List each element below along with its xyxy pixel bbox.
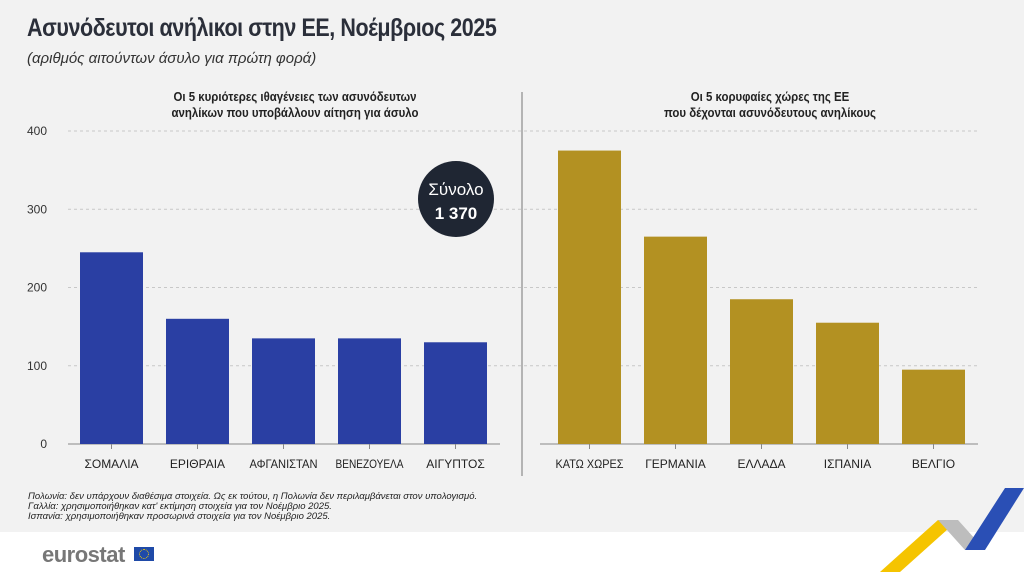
- y-tick-label: 100: [27, 359, 47, 373]
- left-panel-title: Οι 5 κυριότερες ιθαγένειες των ασυνόδευτ…: [141, 89, 449, 121]
- x-tick-label: ΚΑΤΩ ΧΩΡΕΣ: [556, 457, 624, 471]
- bar: [424, 342, 487, 444]
- x-tick-label: ΕΡΙΘΡΑΙΑ: [170, 457, 225, 471]
- y-tick-label: 300: [27, 202, 47, 216]
- footnote: Πολωνία: δεν υπάρχουν διαθέσιμα στοιχεία…: [28, 491, 478, 502]
- right-title-line: Οι 5 κορυφαίες χώρες της ΕΕ: [690, 89, 850, 104]
- footer: [0, 532, 1024, 572]
- bar: [558, 150, 621, 444]
- bar: [252, 338, 315, 444]
- bar: [644, 236, 707, 444]
- total-badge: [418, 161, 494, 237]
- y-tick-label: 200: [27, 281, 47, 295]
- footnote: Γαλλία: χρησιμοποιήθηκαν κατ' εκτίμηση σ…: [28, 501, 332, 512]
- right-title-line: που δέχονται ασυνόδευτους ανηλίκους: [663, 105, 877, 120]
- bar: [816, 322, 879, 444]
- bar: [80, 252, 143, 444]
- bar: [166, 318, 229, 444]
- right-panel-title: Οι 5 κορυφαίες χώρες της ΕΕ που δέχονται…: [620, 89, 919, 121]
- left-title-line: Οι 5 κυριότερες ιθαγένειες των ασυνόδευτ…: [173, 89, 417, 104]
- x-tick-label: ΕΛΛΑΔΑ: [737, 457, 785, 471]
- bar: [338, 338, 401, 444]
- y-tick-label: 400: [27, 124, 47, 138]
- total-label: Σύνολο: [428, 180, 483, 199]
- eurostat-logo: eurostat: [42, 542, 125, 567]
- total-value: 1 370: [435, 204, 478, 223]
- x-tick-label: ΒΕΝΕΖΟΥΕΛΑ: [336, 457, 404, 471]
- eu-flag-icon: [134, 547, 154, 561]
- bar: [730, 299, 793, 444]
- x-tick-label: ΑΦΓΑΝΙΣΤΑΝ: [250, 457, 318, 471]
- chart-subtitle: (αριθμός αιτούντων άσυλο για πρώτη φορά): [27, 50, 317, 67]
- footnote: Ισπανία: χρησιμοποιήθηκαν προσωρινά στοι…: [28, 511, 331, 522]
- left-title-line: ανηλίκων που υποβάλλουν αίτηση για άσυλο: [171, 105, 419, 120]
- chart-title: Ασυνόδευτοι ανήλικοι στην ΕΕ, Νοέμβριος …: [27, 14, 497, 42]
- x-tick-label: ΙΣΠΑΝΙΑ: [824, 457, 871, 471]
- x-tick-label: ΣΟΜΑΛΙΑ: [84, 457, 138, 471]
- decorative-chevron-icon: [880, 488, 1024, 572]
- bar: [902, 369, 965, 444]
- x-tick-label: ΓΕΡΜΑΝΙΑ: [645, 457, 706, 471]
- y-tick-label: 0: [40, 437, 47, 451]
- x-tick-label: ΒΕΛΓΙΟ: [912, 457, 955, 471]
- x-tick-label: ΑΙΓΥΠΤΟΣ: [426, 457, 484, 471]
- footnotes: Πολωνία: δεν υπάρχουν διαθέσιμα στοιχεία…: [28, 492, 477, 522]
